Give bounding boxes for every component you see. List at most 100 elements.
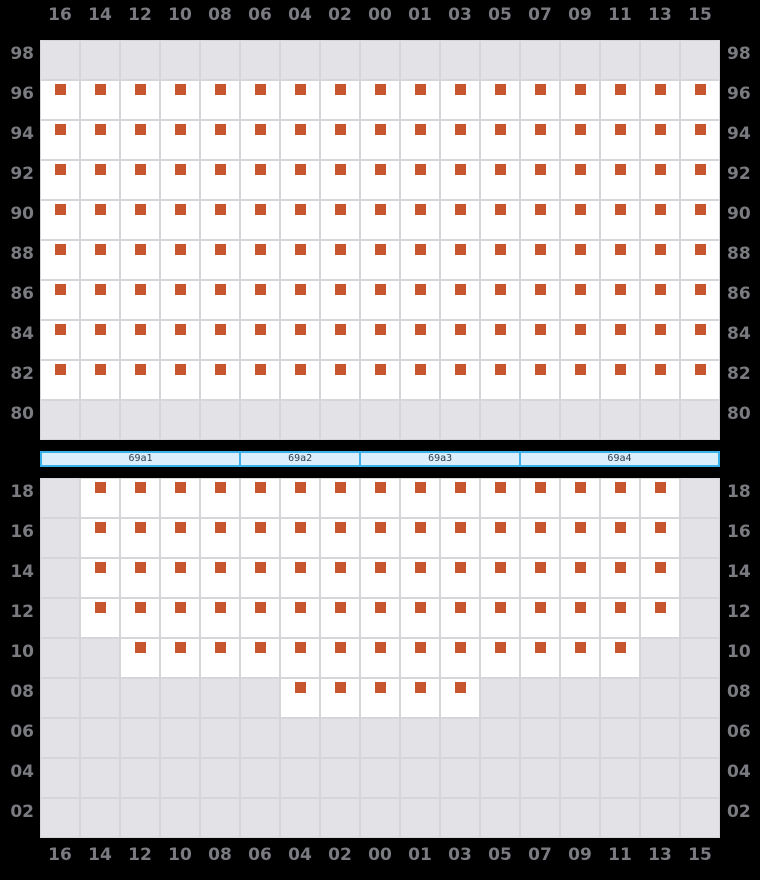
slot-cell-07-80[interactable] (520, 400, 560, 440)
slot-cell-03-10[interactable] (440, 638, 480, 678)
slot-cell-05-98[interactable] (480, 40, 520, 80)
slot-cell-01-94[interactable] (400, 120, 440, 160)
slot-cell-06-98[interactable] (240, 40, 280, 80)
slot-cell-04-98[interactable] (280, 40, 320, 80)
slot-cell-10-84[interactable] (160, 320, 200, 360)
slot-cell-02-84[interactable] (320, 320, 360, 360)
slot-cell-08-94[interactable] (200, 120, 240, 160)
slot-cell-06-02[interactable] (240, 798, 280, 838)
slot-cell-09-16[interactable] (560, 518, 600, 558)
slot-cell-11-14[interactable] (600, 558, 640, 598)
slot-cell-12-10[interactable] (120, 638, 160, 678)
slot-cell-02-90[interactable] (320, 200, 360, 240)
slot-cell-12-92[interactable] (120, 160, 160, 200)
slot-cell-01-82[interactable] (400, 360, 440, 400)
slot-cell-10-92[interactable] (160, 160, 200, 200)
slot-cell-07-10[interactable] (520, 638, 560, 678)
slot-cell-16-86[interactable] (40, 280, 80, 320)
slot-cell-04-82[interactable] (280, 360, 320, 400)
slot-cell-07-18[interactable] (520, 478, 560, 518)
slot-cell-05-88[interactable] (480, 240, 520, 280)
slot-cell-10-18[interactable] (160, 478, 200, 518)
slot-cell-02-08[interactable] (320, 678, 360, 718)
slot-cell-14-02[interactable] (80, 798, 120, 838)
slot-cell-08-86[interactable] (200, 280, 240, 320)
slot-cell-02-14[interactable] (320, 558, 360, 598)
slot-cell-13-08[interactable] (640, 678, 680, 718)
slot-cell-09-08[interactable] (560, 678, 600, 718)
slot-cell-04-02[interactable] (280, 798, 320, 838)
slot-cell-13-98[interactable] (640, 40, 680, 80)
slot-cell-11-90[interactable] (600, 200, 640, 240)
slot-cell-00-08[interactable] (360, 678, 400, 718)
slot-cell-10-98[interactable] (160, 40, 200, 80)
slot-cell-12-12[interactable] (120, 598, 160, 638)
slot-cell-13-96[interactable] (640, 80, 680, 120)
slot-cell-09-04[interactable] (560, 758, 600, 798)
slot-cell-15-96[interactable] (680, 80, 720, 120)
slot-cell-02-88[interactable] (320, 240, 360, 280)
slot-cell-02-96[interactable] (320, 80, 360, 120)
slot-cell-01-06[interactable] (400, 718, 440, 758)
slot-cell-09-94[interactable] (560, 120, 600, 160)
slot-cell-12-14[interactable] (120, 558, 160, 598)
slot-cell-14-06[interactable] (80, 718, 120, 758)
slot-cell-11-82[interactable] (600, 360, 640, 400)
slot-cell-04-08[interactable] (280, 678, 320, 718)
slot-cell-08-14[interactable] (200, 558, 240, 598)
slot-cell-16-02[interactable] (40, 798, 80, 838)
slot-cell-09-80[interactable] (560, 400, 600, 440)
slot-cell-10-88[interactable] (160, 240, 200, 280)
slot-cell-12-18[interactable] (120, 478, 160, 518)
slot-cell-00-94[interactable] (360, 120, 400, 160)
slot-cell-05-92[interactable] (480, 160, 520, 200)
hatch-cover-segment[interactable]: 69a4 (520, 453, 718, 465)
slot-cell-02-98[interactable] (320, 40, 360, 80)
slot-cell-14-90[interactable] (80, 200, 120, 240)
slot-cell-07-92[interactable] (520, 160, 560, 200)
slot-cell-03-08[interactable] (440, 678, 480, 718)
slot-cell-09-82[interactable] (560, 360, 600, 400)
slot-cell-13-92[interactable] (640, 160, 680, 200)
slot-cell-15-18[interactable] (680, 478, 720, 518)
slot-cell-08-90[interactable] (200, 200, 240, 240)
hatch-cover-segment[interactable]: 69a1 (42, 453, 240, 465)
slot-cell-02-18[interactable] (320, 478, 360, 518)
slot-cell-12-84[interactable] (120, 320, 160, 360)
slot-cell-16-90[interactable] (40, 200, 80, 240)
slot-cell-03-04[interactable] (440, 758, 480, 798)
slot-cell-04-14[interactable] (280, 558, 320, 598)
slot-cell-13-02[interactable] (640, 798, 680, 838)
slot-cell-07-82[interactable] (520, 360, 560, 400)
slot-cell-10-08[interactable] (160, 678, 200, 718)
slot-cell-11-10[interactable] (600, 638, 640, 678)
slot-cell-14-96[interactable] (80, 80, 120, 120)
slot-cell-07-84[interactable] (520, 320, 560, 360)
slot-cell-01-80[interactable] (400, 400, 440, 440)
slot-cell-03-96[interactable] (440, 80, 480, 120)
slot-cell-00-82[interactable] (360, 360, 400, 400)
slot-cell-04-84[interactable] (280, 320, 320, 360)
slot-cell-05-80[interactable] (480, 400, 520, 440)
slot-cell-14-92[interactable] (80, 160, 120, 200)
slot-cell-02-12[interactable] (320, 598, 360, 638)
slot-cell-05-84[interactable] (480, 320, 520, 360)
slot-cell-15-82[interactable] (680, 360, 720, 400)
slot-cell-00-10[interactable] (360, 638, 400, 678)
hatch-cover-segment[interactable]: 69a3 (361, 453, 519, 465)
slot-cell-11-08[interactable] (600, 678, 640, 718)
slot-cell-16-94[interactable] (40, 120, 80, 160)
slot-cell-04-18[interactable] (280, 478, 320, 518)
slot-cell-06-18[interactable] (240, 478, 280, 518)
slot-cell-11-86[interactable] (600, 280, 640, 320)
slot-cell-10-16[interactable] (160, 518, 200, 558)
slot-cell-05-10[interactable] (480, 638, 520, 678)
slot-cell-07-12[interactable] (520, 598, 560, 638)
slot-cell-14-16[interactable] (80, 518, 120, 558)
slot-cell-10-10[interactable] (160, 638, 200, 678)
slot-cell-08-10[interactable] (200, 638, 240, 678)
slot-cell-01-84[interactable] (400, 320, 440, 360)
slot-cell-15-90[interactable] (680, 200, 720, 240)
slot-cell-03-92[interactable] (440, 160, 480, 200)
slot-cell-06-06[interactable] (240, 718, 280, 758)
